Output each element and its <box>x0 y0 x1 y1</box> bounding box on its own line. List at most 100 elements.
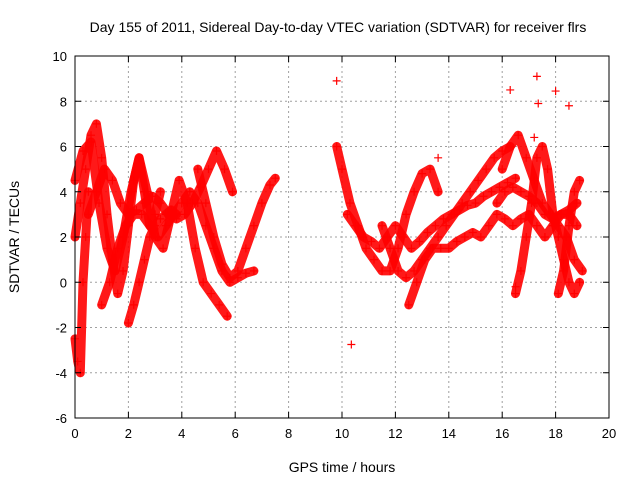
data-point <box>180 210 189 219</box>
data-point <box>116 199 125 208</box>
data-point <box>343 210 352 219</box>
data-point <box>225 273 234 282</box>
data-point <box>575 278 584 287</box>
y-tick-label: 10 <box>53 49 67 64</box>
data-point <box>556 210 565 219</box>
data-point <box>527 199 536 208</box>
data-point <box>135 278 144 287</box>
data-point <box>431 221 440 230</box>
data-point <box>137 210 146 219</box>
data-point <box>193 165 202 174</box>
data-point <box>167 205 176 214</box>
x-tick-label: 4 <box>178 426 185 441</box>
data-point <box>103 210 112 219</box>
data-point <box>113 244 122 253</box>
data-point <box>370 255 379 264</box>
data-point <box>367 237 376 246</box>
x-tick-label: 12 <box>388 426 402 441</box>
data-point <box>564 221 573 230</box>
data-point <box>572 221 581 230</box>
data-point <box>76 199 85 208</box>
data-point <box>418 169 427 178</box>
x-tick-label: 8 <box>285 426 292 441</box>
y-axis-label: SDTVAR / TECUs <box>6 181 22 293</box>
outlier-point <box>564 101 573 110</box>
y-tick-label: 2 <box>60 230 67 245</box>
data-point <box>191 244 200 253</box>
data-point <box>386 244 395 253</box>
data-point <box>399 233 408 241</box>
tick-layer: 0 2 4 6 8 10 12 14 16 18 20 -6 -4 -2 0 2 4 6 8 10 <box>53 49 617 441</box>
data-point <box>476 233 485 241</box>
data-point <box>249 266 258 275</box>
data-point <box>265 180 274 189</box>
data-point <box>119 266 128 275</box>
data-point <box>228 187 237 196</box>
data-point <box>359 233 368 241</box>
data-point <box>543 165 552 174</box>
data-point <box>570 255 579 264</box>
data-point <box>140 187 149 196</box>
x-tick-label: 0 <box>71 426 78 441</box>
data-point <box>140 199 149 208</box>
data-point <box>241 269 250 278</box>
data-point <box>444 244 453 253</box>
series-track-band <box>123 205 181 328</box>
data-point <box>492 199 501 208</box>
data-point <box>362 244 371 253</box>
data-point <box>498 165 507 174</box>
data-point <box>522 233 531 241</box>
data-point <box>495 183 504 192</box>
data-point <box>514 131 523 140</box>
data-point <box>84 187 93 196</box>
data-point <box>241 244 250 253</box>
data-point <box>175 176 184 185</box>
data-point <box>135 153 144 162</box>
data-point <box>471 199 480 208</box>
data-point <box>554 289 563 298</box>
data-point <box>559 266 568 275</box>
data-point <box>434 187 443 196</box>
data-point <box>351 221 360 230</box>
data-point <box>100 165 109 174</box>
data-point <box>484 221 493 230</box>
data-point <box>217 260 226 269</box>
data-point <box>570 187 579 196</box>
data-point <box>394 266 403 275</box>
data-point <box>233 266 242 275</box>
y-tick-label: -6 <box>55 411 67 426</box>
data-point <box>412 278 421 287</box>
data-point <box>404 300 413 309</box>
data-point <box>199 278 208 287</box>
data-point <box>220 165 229 174</box>
data-point <box>156 214 165 223</box>
data-point <box>420 255 429 264</box>
outlier-point <box>434 153 443 162</box>
data-point <box>249 221 258 230</box>
data-point <box>209 233 218 241</box>
data-point <box>452 237 461 246</box>
data-point <box>156 187 165 196</box>
data-point <box>530 176 539 185</box>
data-point <box>378 221 387 230</box>
data-point <box>511 174 520 183</box>
data-point <box>92 187 101 196</box>
data-point <box>215 300 224 309</box>
data-point <box>159 244 168 253</box>
y-tick-label: -4 <box>55 366 67 381</box>
data-point <box>201 199 210 208</box>
data-point <box>442 221 451 230</box>
data-point <box>492 210 501 219</box>
data-point <box>578 266 587 275</box>
data-point <box>151 210 160 219</box>
data-point <box>546 210 555 219</box>
data-point <box>172 210 181 219</box>
data-point <box>338 165 346 174</box>
x-tick-label: 2 <box>125 426 132 441</box>
data-point <box>207 289 216 298</box>
y-tick-label: -2 <box>55 321 67 336</box>
data-point <box>538 142 547 151</box>
data-point <box>257 199 266 208</box>
data-point <box>466 187 475 196</box>
data-point <box>540 233 549 241</box>
